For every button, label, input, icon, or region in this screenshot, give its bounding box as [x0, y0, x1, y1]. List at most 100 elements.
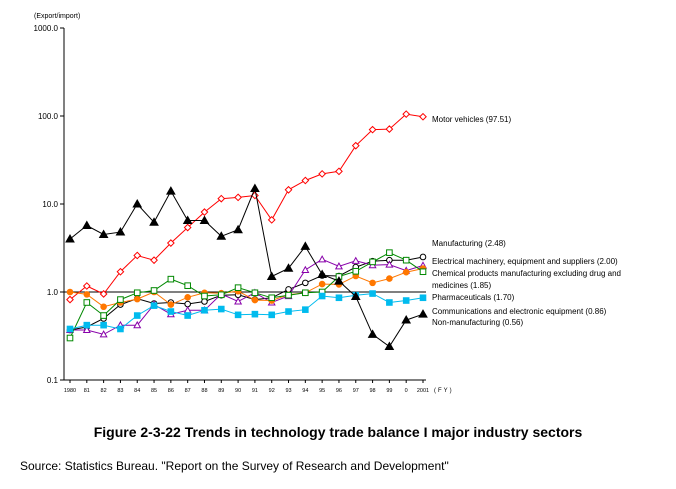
x-tick-label: 96	[336, 388, 342, 394]
series-label: Motor vehicles (97.51)	[432, 115, 511, 124]
data-point	[250, 183, 260, 193]
data-point	[83, 299, 91, 306]
data-point	[133, 289, 141, 297]
series-label: Manufacturing (2.48)	[432, 239, 506, 248]
series-0	[66, 110, 427, 304]
y-axis-label: (Export/import)	[34, 13, 80, 20]
data-point	[217, 291, 225, 299]
x-tick-label: 90	[235, 388, 241, 394]
x-tick-label: 92	[269, 388, 275, 394]
data-point	[301, 265, 310, 274]
data-point	[401, 315, 412, 324]
data-point	[117, 296, 124, 303]
data-point	[65, 234, 75, 243]
data-point	[302, 306, 309, 313]
data-point	[183, 223, 192, 232]
x-tick-label: 93	[285, 388, 291, 394]
axes: 1000.0 100.0 10.0 1.0 0.1 (Export/import) 1980…	[34, 13, 454, 394]
data-point	[167, 301, 175, 308]
data-point	[350, 291, 361, 300]
figure-caption: Figure 2-3-22 Trends in technology trade…	[93, 424, 583, 440]
data-point	[166, 239, 175, 247]
data-point	[369, 258, 376, 266]
data-point	[268, 294, 276, 302]
data-point	[385, 260, 394, 268]
data-point	[217, 305, 225, 313]
data-point	[351, 256, 360, 264]
series-line	[69, 268, 424, 308]
data-point	[201, 306, 208, 314]
x-tick-label: 97	[353, 388, 359, 394]
data-point	[217, 194, 226, 203]
series-label: Electrical machinery, equipment and supp…	[432, 257, 618, 266]
data-point	[368, 125, 377, 134]
figure-source: Source: Statistics Bureau. "Report on th…	[20, 459, 449, 473]
data-point	[386, 275, 393, 282]
data-point	[201, 292, 208, 300]
data-point	[100, 312, 107, 319]
data-point	[66, 334, 74, 342]
x-tick-label: 1980	[64, 388, 76, 394]
data-point	[367, 329, 378, 338]
y-tick-label: 0.1	[47, 376, 59, 385]
data-point	[419, 253, 427, 261]
data-point	[369, 279, 376, 287]
data-point	[100, 321, 107, 329]
data-point	[285, 291, 292, 299]
data-point	[199, 215, 210, 224]
data-point	[351, 141, 360, 150]
x-tick-label: 0	[405, 388, 408, 394]
data-point	[385, 125, 394, 133]
data-point	[318, 292, 326, 300]
data-point	[318, 280, 326, 288]
data-point	[200, 208, 209, 216]
data-point	[133, 312, 141, 319]
data-point	[82, 282, 91, 290]
series-6	[65, 183, 428, 351]
series-label: Chemical products manufacturing excludin…	[432, 269, 621, 290]
data-point	[133, 320, 142, 329]
data-point	[334, 262, 344, 270]
data-point	[234, 284, 242, 291]
data-point	[98, 229, 109, 239]
data-point	[133, 251, 142, 260]
data-point	[402, 256, 410, 264]
y-tick-label: 1000.0	[34, 24, 59, 33]
series-line	[69, 293, 424, 330]
x-tick-label: 99	[386, 388, 392, 394]
x-tick-label: 81	[84, 388, 90, 394]
data-point	[66, 295, 74, 304]
data-point	[402, 110, 411, 119]
data-point	[352, 267, 360, 275]
data-point	[167, 275, 175, 283]
data-point	[335, 294, 343, 302]
data-point	[419, 112, 427, 121]
data-point	[99, 330, 108, 338]
x-tick-label: 84	[134, 388, 140, 394]
data-point	[99, 290, 108, 298]
data-point	[251, 296, 259, 304]
data-point	[115, 227, 126, 236]
data-point	[83, 321, 91, 329]
data-point	[150, 287, 158, 294]
data-point	[335, 167, 343, 176]
data-point	[284, 185, 293, 194]
x-tick-label: 83	[117, 388, 123, 394]
data-point	[184, 312, 191, 319]
data-point	[317, 269, 328, 279]
y-tick-label: 100.0	[38, 112, 59, 121]
data-point	[233, 224, 243, 234]
data-point	[301, 176, 310, 185]
x-axis-label: (FY)	[434, 388, 454, 394]
series-4	[66, 249, 427, 342]
data-point	[318, 255, 327, 263]
data-point	[149, 217, 159, 226]
data-point	[83, 291, 91, 298]
data-point	[66, 325, 74, 333]
x-tick-label: 86	[168, 388, 174, 394]
data-point	[100, 303, 107, 311]
series-5	[66, 290, 427, 333]
x-tick-label: 2001	[417, 388, 429, 394]
series-label: Communications and electronic equipment …	[432, 307, 607, 316]
x-tick-label: 88	[201, 388, 207, 394]
